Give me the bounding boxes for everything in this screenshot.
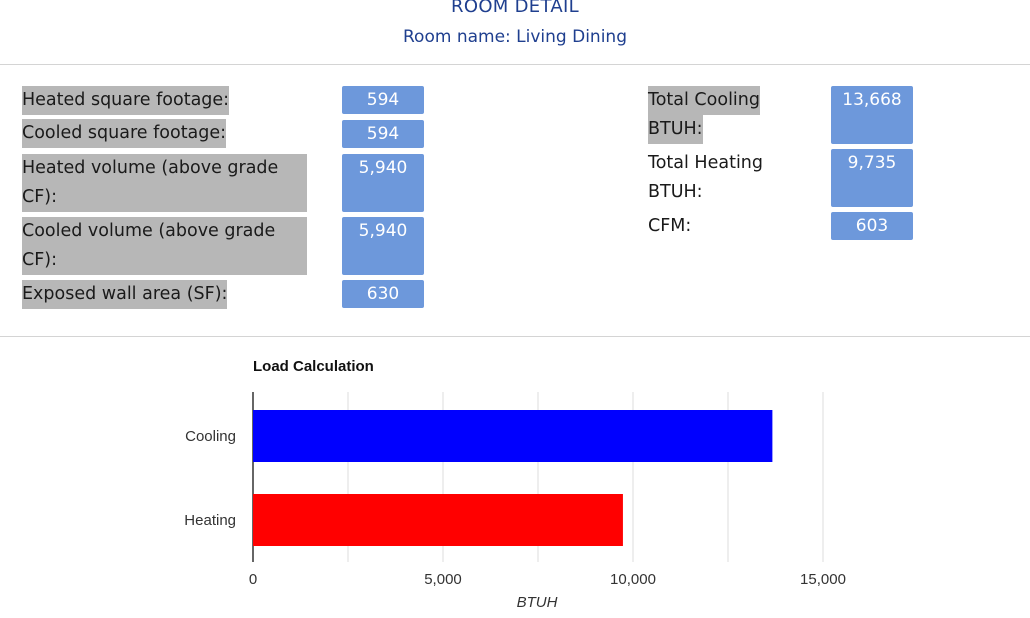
page-title: ROOM DETAIL	[451, 0, 579, 17]
heated-volume-value: 5,940	[342, 154, 424, 212]
total-cooling-label: Total Cooling BTUH:	[648, 86, 760, 144]
cooled-volume-label: Cooled volume (above grade CF):	[22, 217, 307, 275]
category-label-cooling: Cooling	[185, 428, 236, 445]
total-heating-value: 9,735	[831, 149, 913, 207]
bar-cooling	[253, 410, 773, 462]
total-heating-label: Total Heating BTUH:	[648, 153, 764, 202]
cooled-sqft-label: Cooled square footage:	[22, 119, 227, 148]
heated-volume-label: Heated volume (above grade CF):	[22, 154, 307, 212]
bar-heating	[253, 494, 623, 546]
x-tick-label: 15,000	[800, 571, 846, 588]
heated-sqft-value: 594	[342, 86, 424, 114]
x-axis-label: BTUH	[517, 594, 558, 611]
x-tick-label: 0	[249, 571, 257, 588]
category-label-heating: Heating	[184, 512, 236, 529]
room-name: Room name: Living Dining	[403, 27, 627, 47]
x-tick-label: 10,000	[610, 571, 656, 588]
cooled-volume-value: 5,940	[342, 217, 424, 275]
chart-title: Load Calculation	[253, 358, 374, 375]
cfm-value: 603	[831, 212, 913, 240]
section-divider	[0, 336, 1030, 337]
total-cooling-value: 13,668	[831, 86, 913, 144]
exposed-wall-value: 630	[342, 280, 424, 308]
cooled-sqft-value: 594	[342, 120, 424, 148]
cfm-label: CFM:	[648, 216, 692, 236]
page-header: ROOM DETAIL Room name: Living Dining	[0, 0, 1030, 64]
exposed-wall-label: Exposed wall area (SF):	[22, 280, 228, 309]
x-tick-label: 5,000	[424, 571, 462, 588]
header-divider	[0, 64, 1030, 65]
heated-sqft-label: Heated square footage:	[22, 86, 230, 115]
